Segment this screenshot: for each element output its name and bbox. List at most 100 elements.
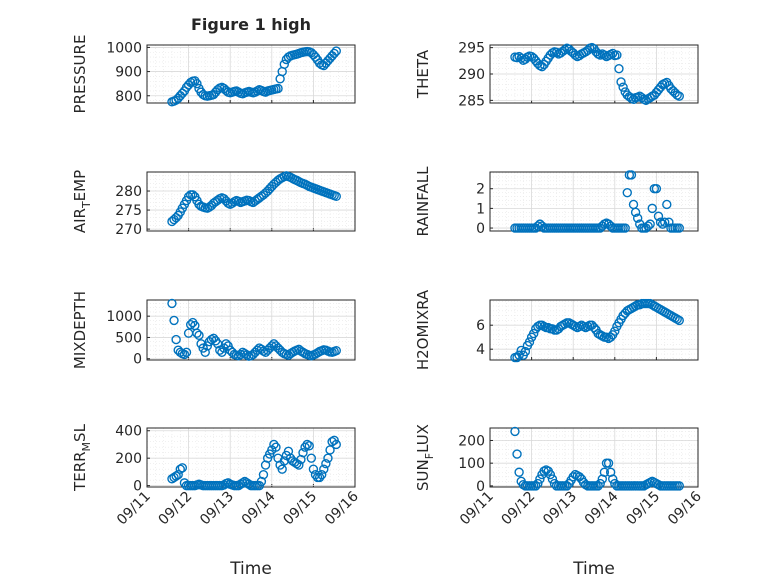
axes-border	[146, 171, 356, 232]
data-point	[653, 211, 664, 221]
data-point	[632, 213, 643, 223]
y-tick-label: 285	[458, 93, 485, 109]
data-point	[169, 315, 179, 326]
subplot-rainfall: 0 1 2 RAINFALL	[414, 166, 699, 237]
y-axis-label: H2OMIXRA	[414, 289, 432, 370]
y-tick-label: 200	[458, 433, 485, 449]
y-tick-label: 6	[476, 318, 485, 334]
data-point	[595, 478, 605, 489]
data-point	[300, 442, 310, 452]
y-axis-label: MIXDEPTH	[71, 291, 89, 369]
figure-title: Figure 1 high	[191, 15, 311, 34]
data-point	[273, 83, 283, 94]
data-point	[524, 337, 535, 347]
y-axis-label: TERRMSL	[71, 423, 93, 492]
data-point	[533, 221, 543, 231]
data-point	[185, 77, 196, 88]
x-tick-label: 09/15	[280, 489, 320, 529]
y-tick-label: 400	[115, 424, 142, 440]
data-point	[237, 478, 248, 488]
data-point	[277, 464, 287, 474]
subplot-h2omixra: 4 6 H2OMIXRA	[414, 289, 699, 370]
data-point	[608, 48, 618, 59]
data-point	[516, 345, 526, 356]
data-point	[321, 458, 331, 469]
data-point	[306, 453, 317, 463]
y-tick-label: 1	[476, 201, 485, 217]
y-tick-label: 800	[115, 89, 142, 105]
y-axis-label: PRESSURE	[71, 35, 89, 114]
data-point	[294, 460, 304, 470]
subplot-pressure: 800 900 1000 PRESSURE	[71, 35, 356, 114]
data-point	[317, 469, 327, 480]
data-point	[603, 458, 614, 468]
data-point	[622, 187, 632, 198]
data-point	[314, 472, 325, 483]
x-tick-label: 09/14	[239, 488, 279, 528]
axes-border	[146, 44, 356, 104]
data-point	[545, 469, 556, 480]
data-point	[512, 352, 522, 363]
data-point	[651, 184, 662, 194]
axes-frame	[489, 427, 699, 488]
data-point	[258, 469, 269, 480]
y-tick-label: 1000	[106, 40, 142, 56]
data-point	[643, 221, 653, 231]
data-point	[647, 203, 657, 214]
data-point	[620, 223, 630, 233]
data-point	[271, 442, 281, 452]
data-point	[516, 53, 526, 63]
data-point	[674, 91, 684, 101]
data-point	[171, 334, 181, 345]
y-tick-label: 0	[133, 479, 142, 495]
data-point	[560, 45, 570, 55]
data-point	[514, 467, 524, 477]
x-tick-label: 09/13	[540, 489, 580, 529]
data-point	[630, 207, 641, 218]
y-tick-label: 270	[115, 222, 142, 238]
axes-border	[489, 299, 699, 361]
y-tick-label: 0	[476, 479, 485, 495]
data-point	[570, 50, 580, 60]
data-point	[192, 328, 202, 338]
y-tick-label: 1000	[106, 309, 142, 325]
data-point	[279, 59, 289, 70]
data-point	[662, 199, 672, 210]
y-axis-label: RAINFALL	[414, 166, 432, 237]
data-point	[179, 349, 190, 360]
data-point	[547, 474, 558, 484]
data-point	[269, 439, 279, 450]
data-point	[618, 82, 628, 92]
data-point	[510, 426, 520, 437]
data-point	[568, 472, 578, 482]
data-point	[614, 64, 624, 74]
data-point	[308, 464, 319, 474]
y-tick-label: 100	[458, 456, 485, 472]
data-point	[175, 464, 185, 474]
data-point	[331, 46, 341, 56]
data-point	[242, 350, 252, 360]
x-axis-label-left: Time	[229, 559, 272, 579]
data-point	[267, 341, 277, 351]
subplot-air-temp: 270 275 280 AIRTEMP	[71, 170, 356, 238]
data-point	[304, 441, 314, 451]
y-tick-label: 295	[458, 41, 485, 57]
data-point	[531, 481, 541, 491]
data-point	[221, 339, 231, 349]
y-axis-label: AIRTEMP	[71, 170, 93, 233]
data-point	[533, 478, 543, 489]
data-point	[674, 315, 684, 326]
data-point	[645, 219, 655, 229]
y-tick-label: 4	[476, 342, 485, 358]
y-axis-label: THETA	[414, 49, 432, 99]
data-point	[171, 471, 181, 481]
data-point	[512, 449, 522, 459]
data-point	[331, 191, 341, 202]
data-point	[319, 464, 329, 474]
y-tick-label: 900	[115, 65, 142, 81]
data-point	[612, 50, 622, 60]
x-axis-label-right: Time	[572, 559, 615, 579]
x-tick-label: 09/16	[322, 488, 362, 528]
